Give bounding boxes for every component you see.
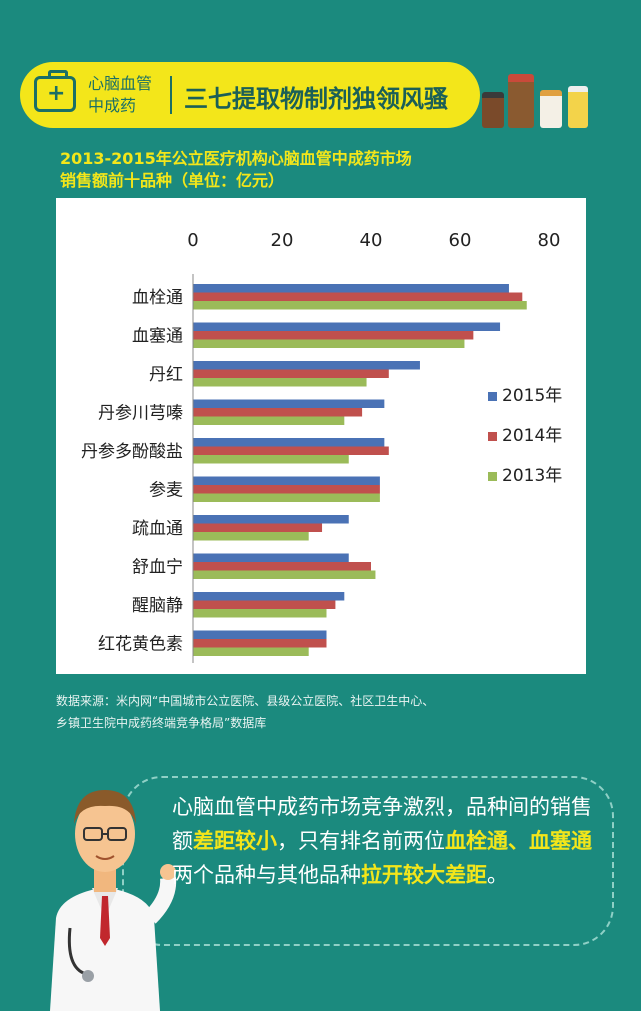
legend-swatch [488,432,497,441]
bar-1 [193,515,349,524]
note-text: 心脑血管中成药市场竞争激烈，品种间的销售额差距较小，只有排名前两位血栓通、血塞通… [172,790,602,892]
legend-label: 2014年 [502,426,562,446]
category-label: 血塞通 [132,326,183,346]
bar-3 [193,609,327,618]
bar-3 [193,301,527,310]
note-seg1: 心脑血管中成药市场竞争激烈，品种间的销售额 [172,795,592,853]
note-seg7: 。 [487,863,508,887]
bar-3 [193,493,380,502]
note-seg2: 差距较小 [193,829,277,853]
category-label: 疏血通 [132,519,183,539]
chart-title-line2: 销售额前十品种（单位：亿元） [60,171,285,190]
bar-chart: 0 20 40 60 80 血栓通血塞通丹红丹参川芎嗪丹参多酚酸盐参麦疏血通舒血宁醒脑静红… [81,230,562,663]
bar-2 [193,562,371,571]
bar-2 [193,600,336,609]
bar-2 [193,369,389,378]
bar-3 [193,339,465,348]
category-label: 参麦 [149,480,183,500]
legend-swatch [488,472,497,481]
header-banner: + 心脑血管 中成药 三七提取物制剂独领风骚 [20,62,480,128]
chart-title-line1: 2013-2015年公立医疗机构心脑血管中成药市场 [60,149,412,168]
category-label: 醒脑静 [132,596,183,616]
bar-2 [193,523,323,532]
x-tick-label: 0 [187,230,198,251]
note-seg4: 血栓通、血塞通 [445,829,592,853]
bar-1 [193,284,509,293]
note-seg6: 拉开较大差距 [361,863,487,887]
medicine-bottles-icon [478,68,628,128]
category-label: 丹参川芎嗪 [98,403,183,423]
x-tick-label: 60 [449,230,472,251]
data-source-line2: 乡镇卫生院中成药终端竞争格局”数据库 [56,716,267,730]
bar-2 [193,639,327,648]
x-tick-label: 20 [271,230,294,251]
legend-label: 2013年 [502,466,562,486]
chart-title: 2013-2015年公立医疗机构心脑血管中成药市场 销售额前十品种（单位：亿元） [60,148,600,192]
legend-swatch [488,392,497,401]
bar-1 [193,361,420,370]
bar-1 [193,630,327,639]
category-label: 红花黄色素 [98,634,183,654]
category-label: 丹红 [149,365,183,385]
bar-1 [193,438,385,447]
category-label: 丹参多酚酸盐 [81,442,183,462]
data-source: 数据来源：米内网“中国城市公立医院、县级公立医院、社区卫生中心、 乡镇卫生院中成… [56,690,596,734]
legend-label: 2015年 [502,386,562,406]
medical-kit-icon: + [34,70,76,112]
bar-1 [193,476,380,485]
note-seg3: ，只有排名前两位 [277,829,445,853]
x-tick-label: 80 [538,230,561,251]
category-label: 血栓通 [132,288,183,308]
bar-3 [193,532,309,541]
bar-1 [193,322,501,331]
banner-tag-line2: 中成药 [88,96,137,115]
banner-tag-line1: 心脑血管 [88,74,153,93]
bar-2 [193,292,523,301]
doctor-illustration [50,790,177,1011]
bar-3 [193,416,345,425]
category-label: 舒血宁 [132,557,183,577]
bar-1 [193,592,345,601]
bar-1 [193,399,385,408]
bar-2 [193,485,380,494]
x-tick-label: 40 [360,230,383,251]
bar-3 [193,570,376,579]
banner-divider [170,76,172,114]
banner-title: 三七提取物制剂独领风骚 [184,85,448,113]
bar-3 [193,455,349,464]
bar-2 [193,446,389,455]
bar-2 [193,408,363,417]
bar-1 [193,553,349,562]
data-source-line1: 数据来源：米内网“中国城市公立医院、县级公立医院、社区卫生中心、 [56,694,435,708]
bar-2 [193,331,474,340]
chart-area: 0 20 40 60 80 血栓通血塞通丹红丹参川芎嗪丹参多酚酸盐参麦疏血通舒血宁醒脑静红… [56,198,586,674]
banner-tag: 心脑血管 中成药 [88,73,166,117]
bar-3 [193,378,367,387]
note-seg5: 两个品种与其他品种 [172,863,361,887]
bar-3 [193,647,309,656]
